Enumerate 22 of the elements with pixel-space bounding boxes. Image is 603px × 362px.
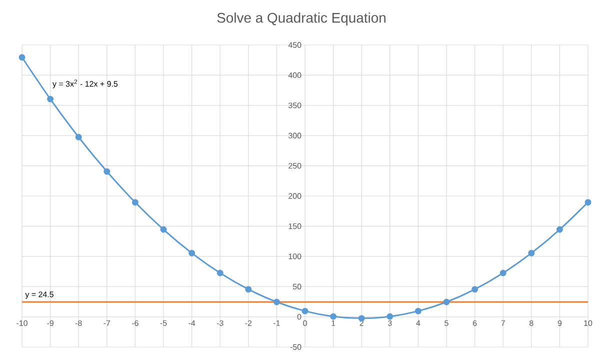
point <box>500 270 506 276</box>
point <box>330 313 337 320</box>
point <box>104 168 110 175</box>
point <box>160 226 167 233</box>
point <box>386 313 394 320</box>
point <box>132 199 138 206</box>
chart-title: Solve a Quadratic Equation <box>217 12 386 26</box>
point <box>556 226 563 233</box>
point <box>47 96 54 102</box>
point <box>584 199 592 206</box>
point <box>302 308 308 314</box>
point <box>414 308 422 314</box>
point <box>528 250 535 256</box>
point <box>245 286 252 293</box>
point <box>188 250 196 256</box>
point <box>443 298 450 306</box>
point <box>216 270 224 276</box>
point <box>18 54 26 61</box>
point <box>75 134 82 140</box>
point <box>358 315 365 322</box>
point <box>472 286 478 293</box>
point <box>273 298 280 306</box>
